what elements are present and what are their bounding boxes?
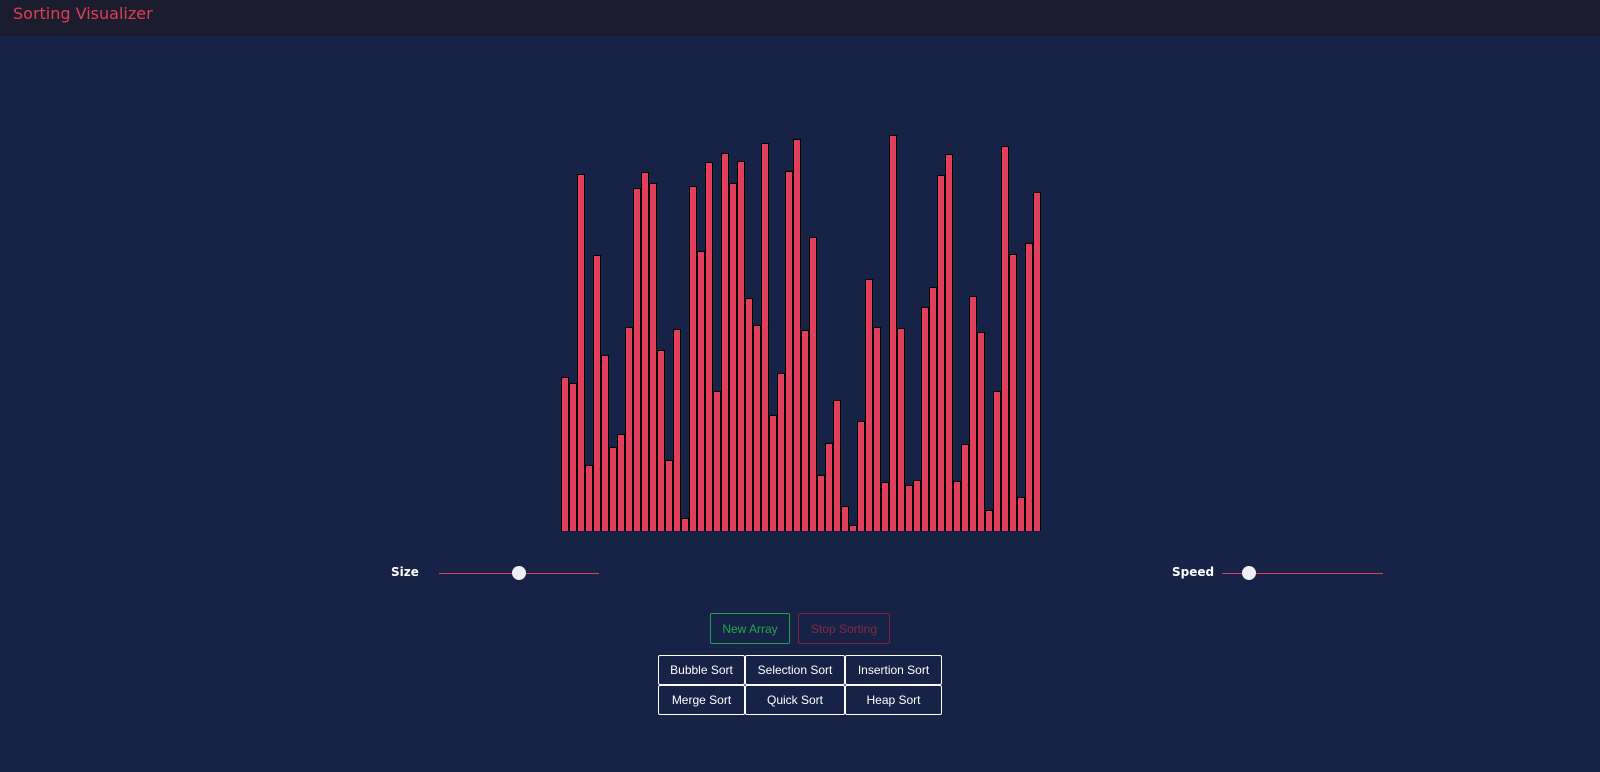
size-slider[interactable] xyxy=(439,566,599,580)
array-bar xyxy=(825,443,833,531)
app-title: Sorting Visualizer xyxy=(13,4,153,23)
array-bar xyxy=(641,172,649,531)
array-bar xyxy=(889,135,897,531)
array-bar xyxy=(953,481,961,531)
array-bar xyxy=(745,298,753,531)
size-label: Size xyxy=(391,565,419,579)
array-bar xyxy=(569,383,577,531)
quick-sort-button[interactable]: Quick Sort xyxy=(745,685,845,715)
array-bar xyxy=(601,355,609,531)
array-bar xyxy=(777,373,785,531)
array-bar xyxy=(905,485,913,531)
merge-sort-button[interactable]: Merge Sort xyxy=(658,685,745,715)
array-bar xyxy=(993,391,1001,531)
sort-algorithm-buttons: Bubble Sort Selection Sort Insertion Sor… xyxy=(658,655,942,715)
array-bar xyxy=(865,279,873,531)
array-bar xyxy=(609,447,617,531)
app-header: Sorting Visualizer xyxy=(0,0,1600,36)
array-bar xyxy=(1001,146,1009,531)
size-slider-thumb[interactable] xyxy=(512,566,526,580)
array-bar xyxy=(969,296,977,531)
array-bar xyxy=(793,139,801,531)
array-bar xyxy=(841,506,849,531)
array-bar xyxy=(673,329,681,531)
array-bar xyxy=(937,175,945,531)
array-bar xyxy=(729,183,737,531)
array-bar xyxy=(785,171,793,531)
array-bar xyxy=(585,465,593,531)
array-bar xyxy=(561,377,569,531)
array-bar xyxy=(721,153,729,531)
array-bar xyxy=(833,400,841,531)
array-bar xyxy=(769,415,777,531)
array-bar xyxy=(1017,497,1025,531)
array-bar xyxy=(961,444,969,531)
array-bar xyxy=(697,251,705,531)
array-bar xyxy=(929,287,937,531)
array-bar xyxy=(617,434,625,531)
speed-slider[interactable] xyxy=(1222,566,1383,580)
array-bar xyxy=(913,480,921,531)
array-bar xyxy=(1025,243,1033,531)
speed-slider-thumb[interactable] xyxy=(1242,566,1257,580)
array-bar xyxy=(577,174,585,531)
array-bar xyxy=(977,332,985,531)
array-bar xyxy=(657,350,665,531)
array-bar xyxy=(665,460,673,531)
selection-sort-button[interactable]: Selection Sort xyxy=(745,655,845,685)
array-bar xyxy=(737,161,745,531)
insertion-sort-button[interactable]: Insertion Sort xyxy=(845,655,942,685)
array-bar xyxy=(593,255,601,531)
array-bar xyxy=(1033,192,1041,531)
array-bar xyxy=(753,325,761,531)
array-bar xyxy=(897,328,905,531)
array-bars xyxy=(561,100,1041,531)
speed-label: Speed xyxy=(1172,565,1215,579)
array-bar xyxy=(705,162,713,531)
array-bar xyxy=(681,518,689,531)
array-bar xyxy=(921,307,929,531)
array-bar xyxy=(873,327,881,531)
array-bar xyxy=(985,510,993,531)
array-bar xyxy=(713,391,721,531)
bubble-sort-button[interactable]: Bubble Sort xyxy=(658,655,745,685)
array-bar xyxy=(1009,254,1017,531)
array-bar xyxy=(881,482,889,531)
stop-sorting-button[interactable]: Stop Sorting xyxy=(798,613,890,644)
array-bar xyxy=(625,327,633,531)
array-bar xyxy=(849,525,857,531)
array-bar xyxy=(761,143,769,531)
array-bar xyxy=(633,188,641,531)
new-array-button[interactable]: New Array xyxy=(710,613,790,644)
array-bar xyxy=(945,154,953,531)
array-bar xyxy=(689,186,697,531)
array-bar xyxy=(817,475,825,531)
array-bar xyxy=(857,421,865,531)
array-bar xyxy=(649,183,657,531)
heap-sort-button[interactable]: Heap Sort xyxy=(845,685,942,715)
array-bar xyxy=(801,330,809,531)
array-bar xyxy=(809,237,817,531)
